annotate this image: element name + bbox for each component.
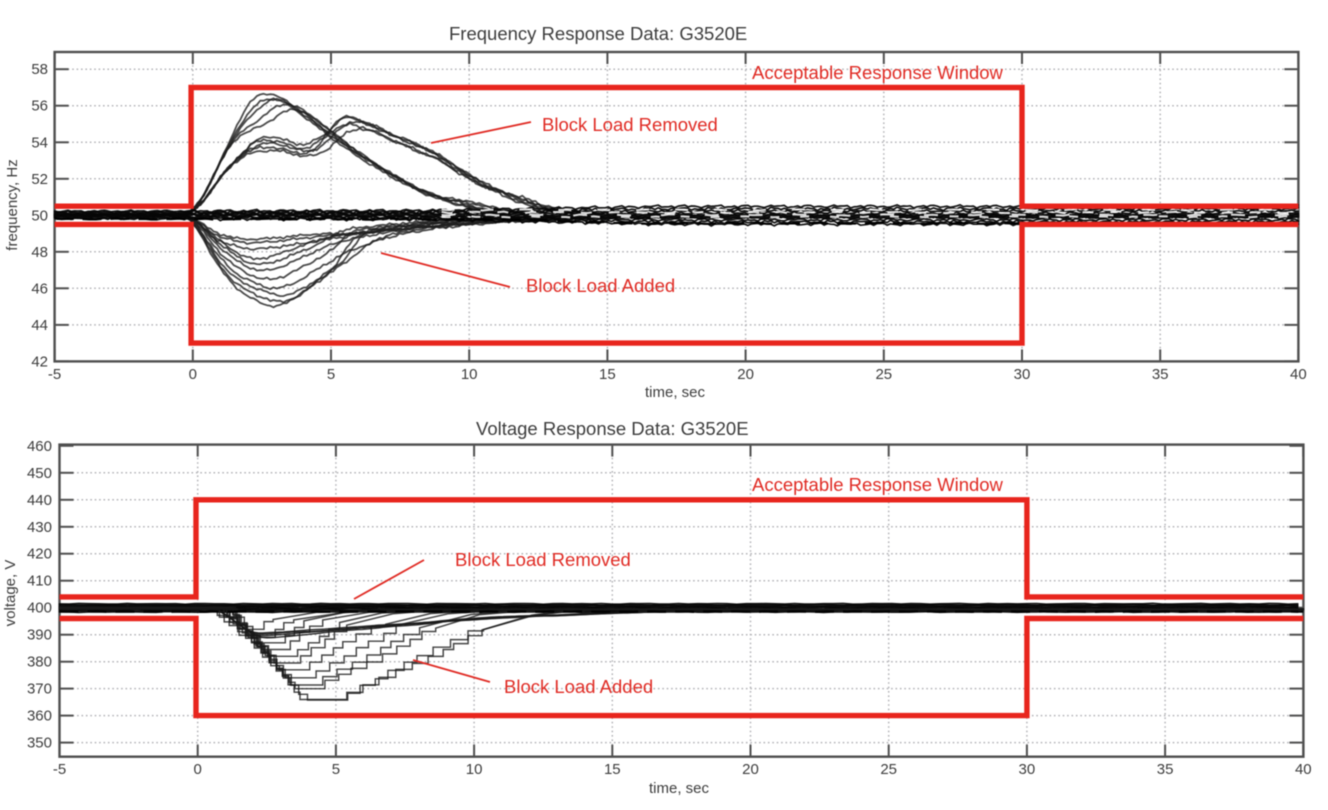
svg-text:52: 52 (31, 171, 48, 188)
svg-text:-5: -5 (53, 761, 66, 778)
svg-text:430: 430 (27, 519, 52, 536)
svg-text:54: 54 (31, 134, 48, 151)
svg-text:350: 350 (27, 735, 52, 752)
svg-text:420: 420 (27, 546, 52, 563)
svg-text:Acceptable Response Window: Acceptable Response Window (752, 62, 1004, 83)
svg-text:400: 400 (27, 600, 52, 617)
svg-text:410: 410 (27, 573, 52, 590)
svg-text:370: 370 (27, 681, 52, 698)
svg-text:20: 20 (742, 761, 759, 778)
svg-text:40: 40 (1290, 366, 1307, 383)
svg-text:35: 35 (1157, 761, 1174, 778)
svg-text:time, sec: time, sec (649, 780, 710, 797)
svg-text:15: 15 (604, 761, 621, 778)
svg-text:25: 25 (880, 761, 897, 778)
svg-text:390: 390 (27, 627, 52, 644)
svg-text:30: 30 (1019, 761, 1036, 778)
svg-text:Block Load Added: Block Load Added (526, 275, 675, 296)
svg-text:460: 460 (27, 438, 52, 455)
svg-text:35: 35 (1152, 366, 1169, 383)
svg-text:Block Load Removed: Block Load Removed (542, 114, 718, 135)
svg-text:42: 42 (31, 353, 48, 370)
svg-text:25: 25 (875, 366, 892, 383)
svg-text:0: 0 (194, 761, 202, 778)
svg-text:voltage, V: voltage, V (2, 560, 19, 627)
svg-text:15: 15 (599, 366, 616, 383)
svg-text:450: 450 (27, 465, 52, 482)
svg-text:380: 380 (27, 654, 52, 671)
svg-text:48: 48 (31, 244, 48, 261)
svg-text:50: 50 (31, 207, 48, 224)
svg-text:10: 10 (466, 761, 483, 778)
svg-text:10: 10 (461, 366, 478, 383)
svg-text:0: 0 (189, 366, 197, 383)
svg-text:44: 44 (31, 317, 48, 334)
svg-text:56: 56 (31, 98, 48, 115)
svg-text:58: 58 (31, 61, 48, 78)
svg-text:5: 5 (327, 366, 335, 383)
svg-text:time, sec: time, sec (645, 384, 706, 401)
svg-text:Acceptable Response Window: Acceptable Response Window (752, 474, 1004, 495)
svg-text:360: 360 (27, 708, 52, 725)
svg-text:30: 30 (1014, 366, 1031, 383)
svg-text:frequency, Hz: frequency, Hz (4, 159, 21, 250)
svg-text:Block Load Added: Block Load Added (504, 676, 653, 697)
svg-text:Block Load Removed: Block Load Removed (455, 549, 631, 570)
svg-text:46: 46 (31, 280, 48, 297)
svg-text:440: 440 (27, 492, 52, 509)
svg-text:40: 40 (1295, 761, 1312, 778)
svg-text:20: 20 (737, 366, 754, 383)
svg-text:5: 5 (332, 761, 340, 778)
svg-text:-5: -5 (48, 366, 61, 383)
svg-text:Voltage Response Data: G3520E: Voltage Response Data: G3520E (476, 418, 749, 439)
svg-text:Frequency Response Data: G3520: Frequency Response Data: G3520E (449, 23, 747, 44)
